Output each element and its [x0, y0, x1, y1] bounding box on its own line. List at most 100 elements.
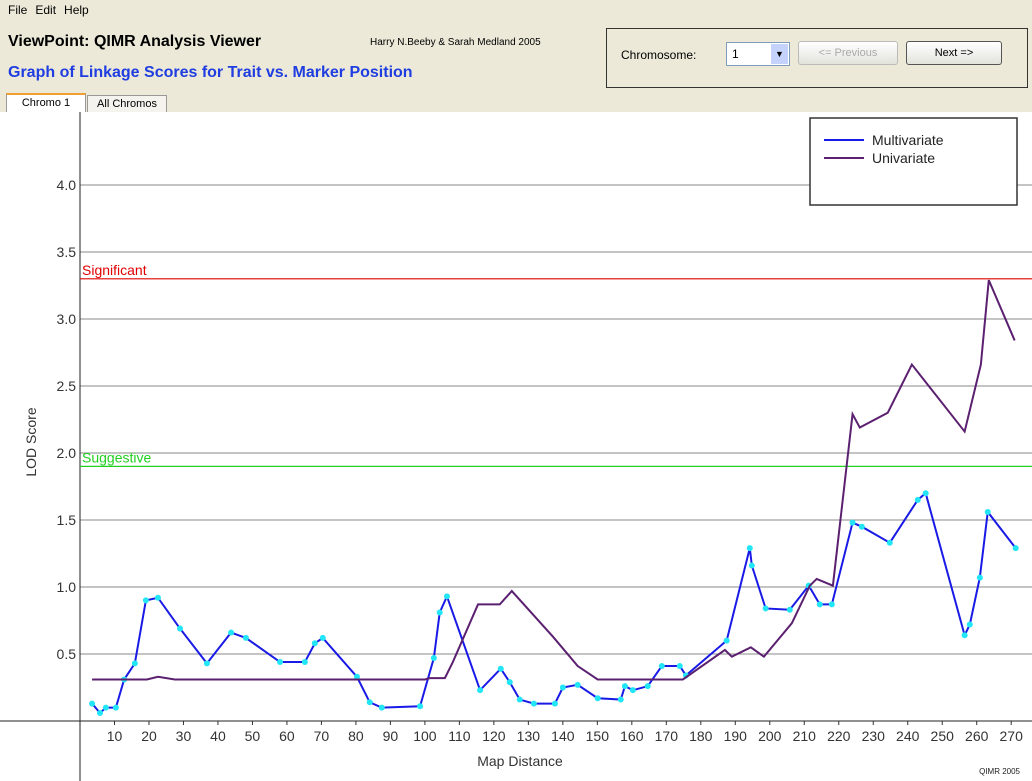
legend-label: Multivariate [872, 132, 944, 148]
x-tick-label: 130 [517, 728, 541, 744]
data-point [574, 681, 581, 688]
app-title: ViewPoint: QIMR Analysis Viewer [8, 33, 262, 50]
data-point [658, 663, 665, 670]
data-point [311, 640, 318, 647]
legend-label: Univariate [872, 150, 935, 166]
data-point [914, 496, 921, 503]
x-tick-label: 200 [758, 728, 782, 744]
data-point [762, 605, 769, 612]
x-tick-label: 160 [620, 728, 644, 744]
data-point [723, 637, 730, 644]
y-tick-label: 2.5 [57, 378, 77, 394]
x-tick-label: 20 [141, 728, 157, 744]
y-tick-label: 1.5 [57, 512, 77, 528]
data-point [516, 696, 523, 703]
x-tick-label: 80 [348, 728, 364, 744]
x-tick-label: 270 [1000, 728, 1024, 744]
menu-item[interactable]: File [8, 3, 28, 17]
x-tick-label: 240 [896, 728, 920, 744]
data-point [477, 687, 484, 694]
data-point [617, 696, 624, 703]
data-point [177, 625, 184, 632]
x-tick-label: 40 [210, 728, 226, 744]
data-point [89, 700, 96, 707]
data-point [366, 699, 373, 706]
data-point [559, 684, 566, 691]
threshold-label: Suggestive [82, 449, 151, 465]
previous-button[interactable]: <= Previous [798, 41, 898, 65]
data-point [142, 597, 149, 604]
data-point [319, 634, 326, 641]
x-tick-label: 180 [689, 728, 713, 744]
data-point [530, 700, 537, 707]
data-point [886, 539, 893, 546]
x-tick-label: 210 [793, 728, 817, 744]
data-point [131, 660, 138, 667]
x-tick-label: 190 [724, 728, 748, 744]
chart: 0.5 1.0 1.5 2.0 2.5 3.0 3.5 4.0 10 20 30 40 50 60 70 80… [0, 112, 1032, 781]
data-point [676, 663, 683, 670]
data-point [378, 704, 385, 711]
credit: Harry N.Beeby & Sarah Medland 2005 [370, 37, 541, 48]
x-tick-label: 150 [586, 728, 610, 744]
data-point [1012, 545, 1019, 552]
x-tick-label: 220 [827, 728, 851, 744]
data-point [976, 574, 983, 581]
y-tick-label: 3.0 [57, 311, 77, 327]
data-point [746, 545, 753, 552]
data-point [443, 593, 450, 600]
data-point [154, 594, 161, 601]
x-tick-label: 250 [931, 728, 955, 744]
x-tick-label: 100 [413, 728, 437, 744]
data-point [984, 508, 991, 515]
data-point [97, 709, 104, 716]
footer: QIMR 2005 [979, 767, 1020, 776]
menu-item[interactable]: Edit [35, 3, 57, 17]
chart-background [0, 112, 1032, 781]
y-tick-label: 1.0 [57, 579, 77, 595]
y-tick-label: 4.0 [57, 177, 77, 193]
next-button[interactable]: Next => [906, 41, 1002, 65]
data-point [858, 523, 865, 530]
control-panel: Chromosome: 1 ▼ <= Previous Next => [606, 28, 1028, 88]
data-point [353, 673, 360, 680]
x-tick-label: 50 [245, 728, 261, 744]
subtitle: Graph of Linkage Scores for Trait vs. Ma… [8, 64, 413, 81]
x-tick-label: 120 [482, 728, 506, 744]
legend-box [809, 117, 1018, 206]
data-point [849, 519, 856, 526]
data-point [436, 609, 443, 616]
data-point [497, 665, 504, 672]
data-point [644, 683, 651, 690]
data-point [242, 634, 249, 641]
data-point [203, 660, 210, 667]
y-axis-label: LOD Score [23, 407, 39, 476]
menu-item[interactable]: Help [64, 3, 89, 17]
data-point [417, 703, 424, 710]
data-point [748, 562, 755, 569]
x-tick-label: 70 [314, 728, 330, 744]
x-tick-label: 110 [448, 728, 471, 744]
menu-bar: File Edit Help [0, 0, 1032, 20]
x-tick-label: 90 [383, 728, 399, 744]
data-point [506, 679, 513, 686]
chromosome-select[interactable]: 1 ▼ [726, 42, 790, 66]
x-tick-label: 30 [176, 728, 192, 744]
chromosome-label: Chromosome: [621, 48, 697, 62]
data-point [228, 629, 235, 636]
data-point [277, 659, 284, 666]
data-point [828, 601, 835, 608]
data-point [816, 601, 823, 608]
data-point [621, 683, 628, 690]
data-point [102, 704, 109, 711]
data-point [112, 704, 119, 711]
y-tick-label: 0.5 [57, 646, 77, 662]
tab-active[interactable]: Chromo 1 [6, 93, 86, 113]
data-point [301, 659, 308, 666]
x-tick-label: 140 [551, 728, 575, 744]
x-tick-label: 10 [107, 728, 123, 744]
x-axis-label: Map Distance [477, 753, 563, 769]
data-point [922, 490, 929, 497]
data-point [966, 621, 973, 628]
